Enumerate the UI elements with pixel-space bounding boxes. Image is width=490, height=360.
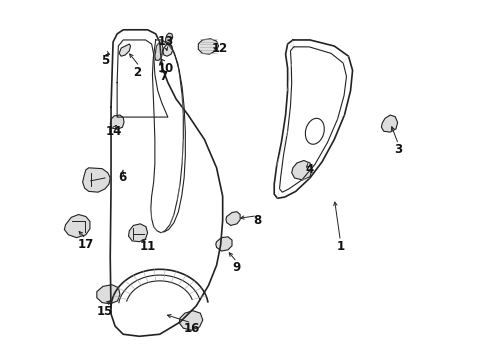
Polygon shape [179, 311, 203, 330]
Text: 9: 9 [233, 261, 241, 274]
Polygon shape [97, 285, 120, 304]
Polygon shape [110, 115, 124, 129]
Text: 14: 14 [106, 125, 122, 138]
Polygon shape [226, 212, 240, 225]
Polygon shape [128, 224, 147, 242]
Polygon shape [166, 33, 173, 43]
Text: 10: 10 [158, 62, 174, 75]
Polygon shape [198, 39, 219, 54]
Text: 15: 15 [97, 305, 113, 319]
Text: 7: 7 [159, 70, 167, 83]
Text: 2: 2 [133, 66, 142, 79]
Text: 16: 16 [183, 322, 199, 335]
Polygon shape [163, 44, 173, 56]
Text: 11: 11 [140, 240, 156, 253]
Text: 1: 1 [336, 240, 344, 253]
Polygon shape [292, 161, 312, 180]
Text: 3: 3 [394, 143, 402, 156]
Text: 6: 6 [118, 171, 126, 184]
Polygon shape [216, 237, 232, 251]
Text: 5: 5 [101, 54, 109, 67]
Polygon shape [119, 44, 130, 56]
Text: 17: 17 [78, 238, 94, 251]
Text: 4: 4 [305, 163, 313, 176]
Text: 12: 12 [212, 41, 228, 55]
Polygon shape [381, 115, 397, 132]
Polygon shape [83, 168, 110, 192]
Polygon shape [64, 215, 90, 238]
Text: 8: 8 [253, 214, 261, 227]
Text: 13: 13 [158, 36, 174, 49]
Polygon shape [155, 43, 163, 60]
